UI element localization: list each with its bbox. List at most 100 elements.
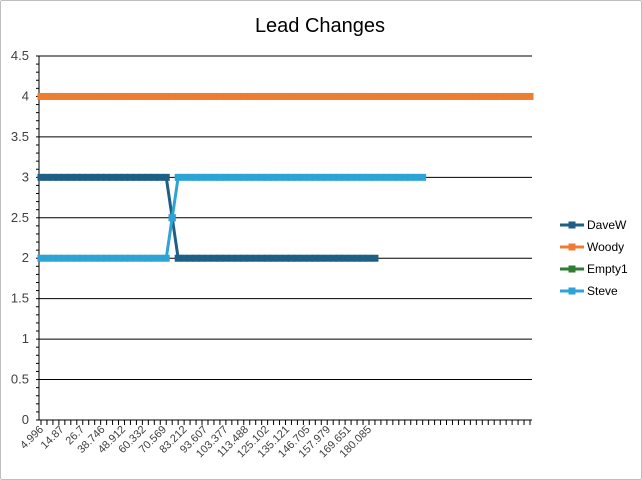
data-point-davew — [115, 173, 123, 181]
gridlines — [39, 55, 532, 421]
data-point-steve — [204, 173, 212, 181]
data-point-steve — [198, 173, 206, 181]
data-point-woody — [192, 92, 200, 100]
data-point-woody — [132, 92, 140, 100]
data-point-davew — [49, 173, 57, 181]
data-point-steve — [371, 173, 379, 181]
data-point-woody — [526, 92, 534, 100]
legend-swatch-marker — [568, 287, 576, 295]
data-point-steve — [37, 254, 45, 262]
data-point-davew — [311, 254, 319, 262]
data-point-davew — [216, 254, 224, 262]
data-point-woody — [204, 92, 212, 100]
data-point-woody — [365, 92, 373, 100]
data-point-steve — [120, 254, 128, 262]
x-tick-label: 14.87 — [39, 424, 67, 452]
data-point-woody — [514, 92, 522, 100]
data-point-steve — [335, 173, 343, 181]
data-point-davew — [353, 254, 361, 262]
series-lines — [37, 92, 534, 262]
data-point-steve — [79, 254, 87, 262]
data-point-steve — [192, 173, 200, 181]
data-point-davew — [198, 254, 206, 262]
data-point-steve — [377, 173, 385, 181]
data-point-woody — [478, 92, 486, 100]
data-point-steve — [174, 173, 182, 181]
data-point-steve — [365, 173, 373, 181]
data-point-steve — [305, 173, 313, 181]
data-point-woody — [305, 92, 313, 100]
data-point-woody — [431, 92, 439, 100]
data-point-woody — [252, 92, 260, 100]
data-point-woody — [49, 92, 57, 100]
data-point-woody — [37, 92, 45, 100]
data-point-woody — [168, 92, 176, 100]
data-point-davew — [180, 254, 188, 262]
data-point-steve — [115, 254, 123, 262]
data-point-steve — [228, 173, 236, 181]
data-point-woody — [508, 92, 516, 100]
data-point-woody — [180, 92, 188, 100]
data-point-steve — [43, 254, 51, 262]
data-point-woody — [198, 92, 206, 100]
data-point-davew — [132, 173, 140, 181]
data-point-steve — [401, 173, 409, 181]
data-point-davew — [240, 254, 248, 262]
data-point-woody — [210, 92, 218, 100]
legend-swatch-marker — [568, 243, 576, 251]
data-point-steve — [67, 254, 75, 262]
data-point-steve — [210, 173, 218, 181]
data-point-davew — [264, 254, 272, 262]
legend: DaveW Woody Empty1 Steve — [560, 218, 628, 298]
data-point-davew — [156, 173, 164, 181]
data-point-woody — [371, 92, 379, 100]
y-tick-label: 1.5 — [11, 291, 29, 306]
data-point-steve — [222, 173, 230, 181]
data-point-woody — [186, 92, 194, 100]
data-point-steve — [413, 173, 421, 181]
data-point-woody — [335, 92, 343, 100]
data-point-woody — [293, 92, 301, 100]
data-point-steve — [126, 254, 134, 262]
data-point-davew — [97, 173, 105, 181]
data-point-steve — [216, 173, 224, 181]
y-tick-label: 4.5 — [11, 48, 29, 63]
data-point-woody — [67, 92, 75, 100]
data-point-woody — [329, 92, 337, 100]
data-point-davew — [347, 254, 355, 262]
data-point-davew — [365, 254, 373, 262]
data-point-woody — [484, 92, 492, 100]
data-point-steve — [287, 173, 295, 181]
data-point-davew — [150, 173, 158, 181]
data-point-woody — [448, 92, 456, 100]
y-tick-label: 3.5 — [11, 129, 29, 144]
data-point-steve — [282, 173, 289, 181]
data-point-davew — [228, 254, 236, 262]
data-point-steve — [138, 254, 146, 262]
axes: 00.511.522.533.544.54.99614.8726.738.746… — [11, 48, 531, 460]
data-point-steve — [317, 173, 325, 181]
data-point-steve — [293, 173, 301, 181]
legend-label-steve: Steve — [587, 284, 618, 298]
data-point-steve — [311, 173, 319, 181]
data-point-davew — [61, 173, 69, 181]
data-point-steve — [395, 173, 403, 181]
legend-label-empty1: Empty1 — [587, 262, 628, 276]
y-tick-label: 3 — [22, 169, 29, 184]
data-point-davew — [317, 254, 325, 262]
data-point-woody — [55, 92, 63, 100]
data-point-davew — [79, 173, 87, 181]
data-point-davew — [270, 254, 278, 262]
data-point-steve — [252, 173, 260, 181]
data-point-woody — [85, 92, 93, 100]
data-point-steve — [323, 173, 331, 181]
legend-label-woody: Woody — [587, 240, 624, 254]
data-point-woody — [490, 92, 498, 100]
data-point-woody — [150, 92, 158, 100]
y-tick-label: 4 — [22, 88, 29, 103]
data-point-woody — [341, 92, 349, 100]
data-point-woody — [162, 92, 170, 100]
data-point-davew — [222, 254, 230, 262]
data-point-davew — [210, 254, 218, 262]
data-point-davew — [192, 254, 200, 262]
